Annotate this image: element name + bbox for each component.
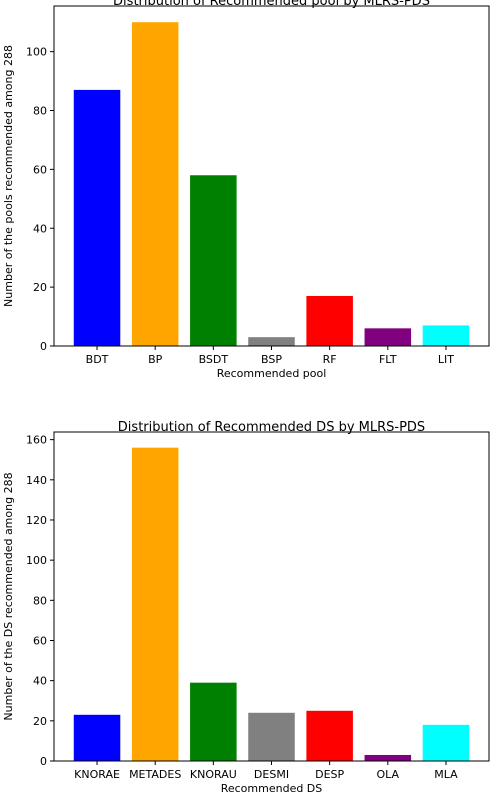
chart1-bar-bsp [248,337,295,346]
chart2-x-axis-label: Recommended DS [221,782,323,795]
chart1-bar-bdt [73,89,121,347]
chart1-xtick-label: RF [323,353,337,366]
chart1-bar-lit [422,325,470,346]
chart1-bar-bp [131,22,179,346]
chart2-xtick-label: KNORAE [74,768,120,781]
chart2-axes-frame [53,431,490,762]
chart2-ytick-label: 0 [40,755,47,768]
chart1-ytick-label: 0 [40,340,47,353]
chart1-ytick-label: 60 [33,163,47,176]
chart2-bar-knorau [190,682,237,761]
chart2-bar-ola [364,754,412,761]
chart2-ytick-label: 160 [26,434,47,447]
chart1-xtick-label: LIT [438,353,454,366]
chart2-title: Distribution of Recommended DS by MLRS-P… [118,420,425,435]
chart1-bar-flt [364,328,412,346]
chart1-xtick-label: BDT [86,353,109,366]
chart2-bar-metades [131,447,179,761]
chart1-x-axis-label: Recommended pool [217,367,327,380]
chart2-xtick-label: MLA [434,768,458,781]
chart1-title: Distribution of Recommended pool by MLRS… [113,0,430,9]
chart1-ytick-label: 40 [33,222,47,235]
chart2-bar-mla [422,724,470,761]
chart2-ytick-label: 120 [26,514,47,527]
chart1-bar-rf [306,295,353,346]
chart1-xtick-label: FLT [379,353,397,366]
chart2-y-axis-label: Number of the DS recommended among 288 [2,472,15,720]
chart1-ytick-label: 100 [26,46,47,59]
chart2-xtick-label: METADES [129,768,181,781]
chart1-xtick-label: BSP [261,353,282,366]
chart2-ytick-label: 140 [26,474,47,487]
chart2-xtick-label: OLA [377,768,400,781]
chart2-xtick-label: KNORAU [190,768,237,781]
chart2-xtick-label: DESP [315,768,344,781]
chart1-xtick-label: BP [148,353,163,366]
chart2-ytick-label: 100 [26,554,47,567]
chart2-ytick-label: 20 [33,715,47,728]
chart2-bar-desmi [248,712,295,761]
chart1-bar-bsdt [190,175,237,346]
chart2-ytick-label: 60 [33,634,47,647]
chart2-bar-knorae [73,714,121,761]
chart2-bar-desp [306,710,353,761]
chart1-ytick-label: 20 [33,281,47,294]
chart2-ytick-label: 40 [33,675,47,688]
chart2-ytick-label: 80 [33,594,47,607]
chart1-y-axis-label: Number of the pools recommended among 28… [2,45,15,307]
chart1-xtick-label: BSDT [199,353,229,366]
chart1-ytick-label: 80 [33,105,47,118]
chart2-xtick-label: DESMI [254,768,289,781]
